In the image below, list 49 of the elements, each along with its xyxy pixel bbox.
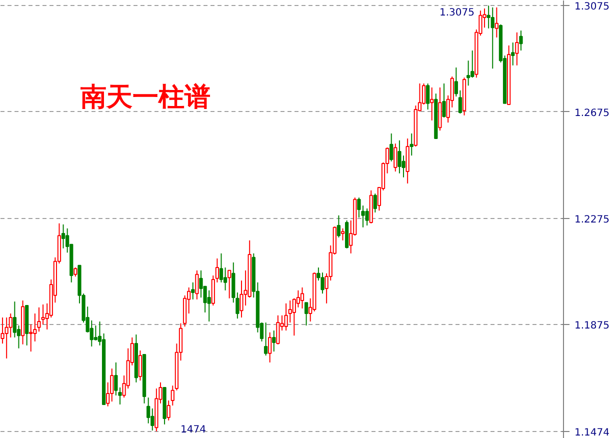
- candlestick: [61, 224, 66, 249]
- candlestick: [272, 330, 276, 352]
- candlestick: [146, 397, 150, 424]
- candlestick: [336, 214, 341, 238]
- candlestick: [191, 282, 195, 300]
- candlestick: [494, 6, 498, 38]
- candlestick: [110, 368, 114, 402]
- y-tick-label: 1.3075: [574, 2, 610, 13]
- candlestick: [4, 317, 8, 359]
- candlestick: [207, 290, 211, 322]
- y-tick-label: 1.1474: [574, 427, 610, 438]
- y-tick-label: 1.1875: [574, 320, 610, 332]
- candlestick: [8, 313, 12, 338]
- candlestick: [223, 267, 228, 291]
- candlestick: [264, 322, 268, 356]
- candlestick: [166, 400, 170, 421]
- candlestick: [519, 30, 523, 51]
- candlestick: [74, 267, 78, 278]
- text: 南天一柱谱: [80, 82, 210, 112]
- candlestick: [430, 86, 434, 121]
- candlestick: [490, 6, 494, 70]
- candlestick: [268, 332, 272, 363]
- candlestick: [219, 252, 224, 283]
- y-tick-label: 1.2275: [574, 214, 610, 226]
- candlestick: [426, 82, 430, 110]
- y-tick-label: 1.2675: [574, 108, 610, 119]
- candlestick: [276, 314, 280, 345]
- candlestick: [398, 140, 402, 174]
- candlestick: [284, 302, 288, 332]
- candlestick: [304, 302, 308, 326]
- candlestick: [138, 350, 142, 382]
- candlestick: [511, 42, 515, 66]
- candlestick: [29, 324, 33, 352]
- candlestick: [228, 270, 232, 299]
- candlestick: [410, 132, 414, 156]
- annotation: 1474: [180, 424, 206, 436]
- candlestick: [340, 228, 345, 241]
- candlestick: [90, 320, 94, 347]
- candlestick: [515, 32, 519, 66]
- candlestick: [300, 286, 304, 309]
- candlestick: [390, 132, 394, 162]
- candlestick: [373, 193, 377, 213]
- candlestick: [466, 60, 470, 86]
- candlestick: [365, 208, 369, 226]
- candlestick: [94, 324, 98, 341]
- candlestick: [442, 82, 446, 118]
- annotation: 1.3075: [440, 8, 475, 18]
- candlestick: [195, 270, 199, 300]
- candlestick: [394, 143, 398, 172]
